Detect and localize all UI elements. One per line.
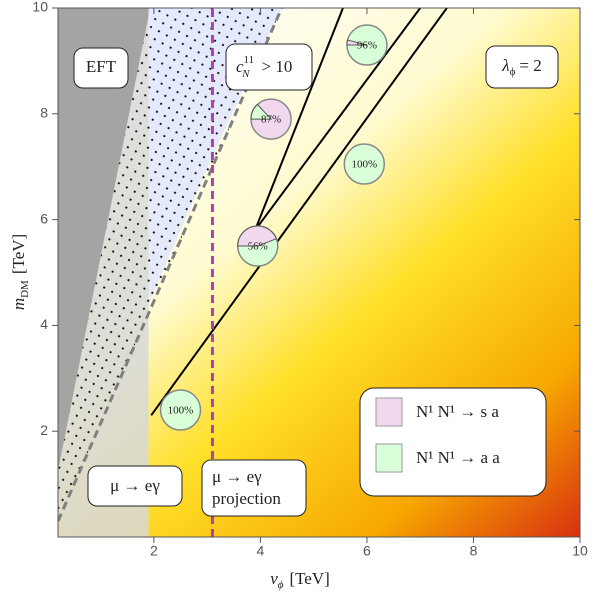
x-tick-label: 10 [572,543,588,559]
annotation-part: ϕ [510,66,516,78]
legend-swatch [375,397,403,427]
x-tick-label: 2 [150,543,158,559]
y-tick-label: 8 [40,105,48,121]
pie-label: 87% [261,114,281,126]
y-tick-label: 10 [32,0,48,15]
x-tick-label: 6 [363,543,371,559]
annotation-part: > 10 [261,57,292,76]
legend-swatch [375,443,403,473]
pie-wedge [250,103,273,120]
x-label-unit: [TeV] [289,569,329,588]
pie [343,143,386,185]
legend: N¹ N¹ → s a N¹ N¹ → a a [359,387,547,497]
curve [254,8,344,231]
annotation-part: = 2 [519,56,541,75]
pie-label: 56% [248,241,268,253]
legend-label: N¹ N¹ → s a [416,402,499,421]
x-label-main: v [270,569,278,588]
annotation: λϕ = 2 [501,56,542,78]
frame [57,7,581,538]
y-axis-label: mDM [TeV] [9,234,31,310]
annotation-box [87,465,183,507]
pie-label: 96% [357,40,377,52]
x-tick-label: 4 [257,543,265,559]
pie [159,389,202,431]
y-label-unit: [TeV] [9,234,28,274]
y-tick-label: 4 [40,316,48,332]
annotation: EFT [86,57,117,76]
pie-label: 100% [351,159,377,171]
y-tick-label: 6 [40,210,48,226]
annotation-box [225,43,313,91]
legend-box [359,387,547,497]
y-label-sub: DM [19,280,31,298]
annotation-part: 11 [244,54,255,66]
plot-area: 87% 96% 100% 56% 100% [58,8,448,537]
pie-label: 100% [168,405,194,417]
annotations: EFT c11 N > 10 λϕ = 2 μ → eγ μ → eγ project… [73,43,559,517]
annotation-box [73,47,129,89]
x-tick-label: 8 [470,543,478,559]
y-label-main: m [9,298,28,310]
annotation: μ → eγ [110,476,160,495]
pie-wedge [237,225,277,247]
annotation-box [201,459,307,517]
annotation: projection [212,489,281,508]
curve [254,8,422,231]
curve [150,8,448,416]
annotation: μ → eγ [212,467,262,486]
annotation-part: c [236,57,244,76]
curve [58,8,284,522]
annotation-part: λ [501,56,509,75]
x-label-sub: ϕ [278,579,284,591]
pie-wedge [346,39,368,46]
annotation-box [485,45,559,89]
legend-label: N¹ N¹ → a a [416,448,500,467]
annotation-part: N [241,68,250,80]
y-tick-label: 2 [40,422,48,438]
annotation: c11 N > 10 [236,54,292,80]
axes: 2 4 6 8 10 2 4 6 8 10 [32,0,588,559]
x-axis-label: vϕ [TeV] [270,569,330,591]
